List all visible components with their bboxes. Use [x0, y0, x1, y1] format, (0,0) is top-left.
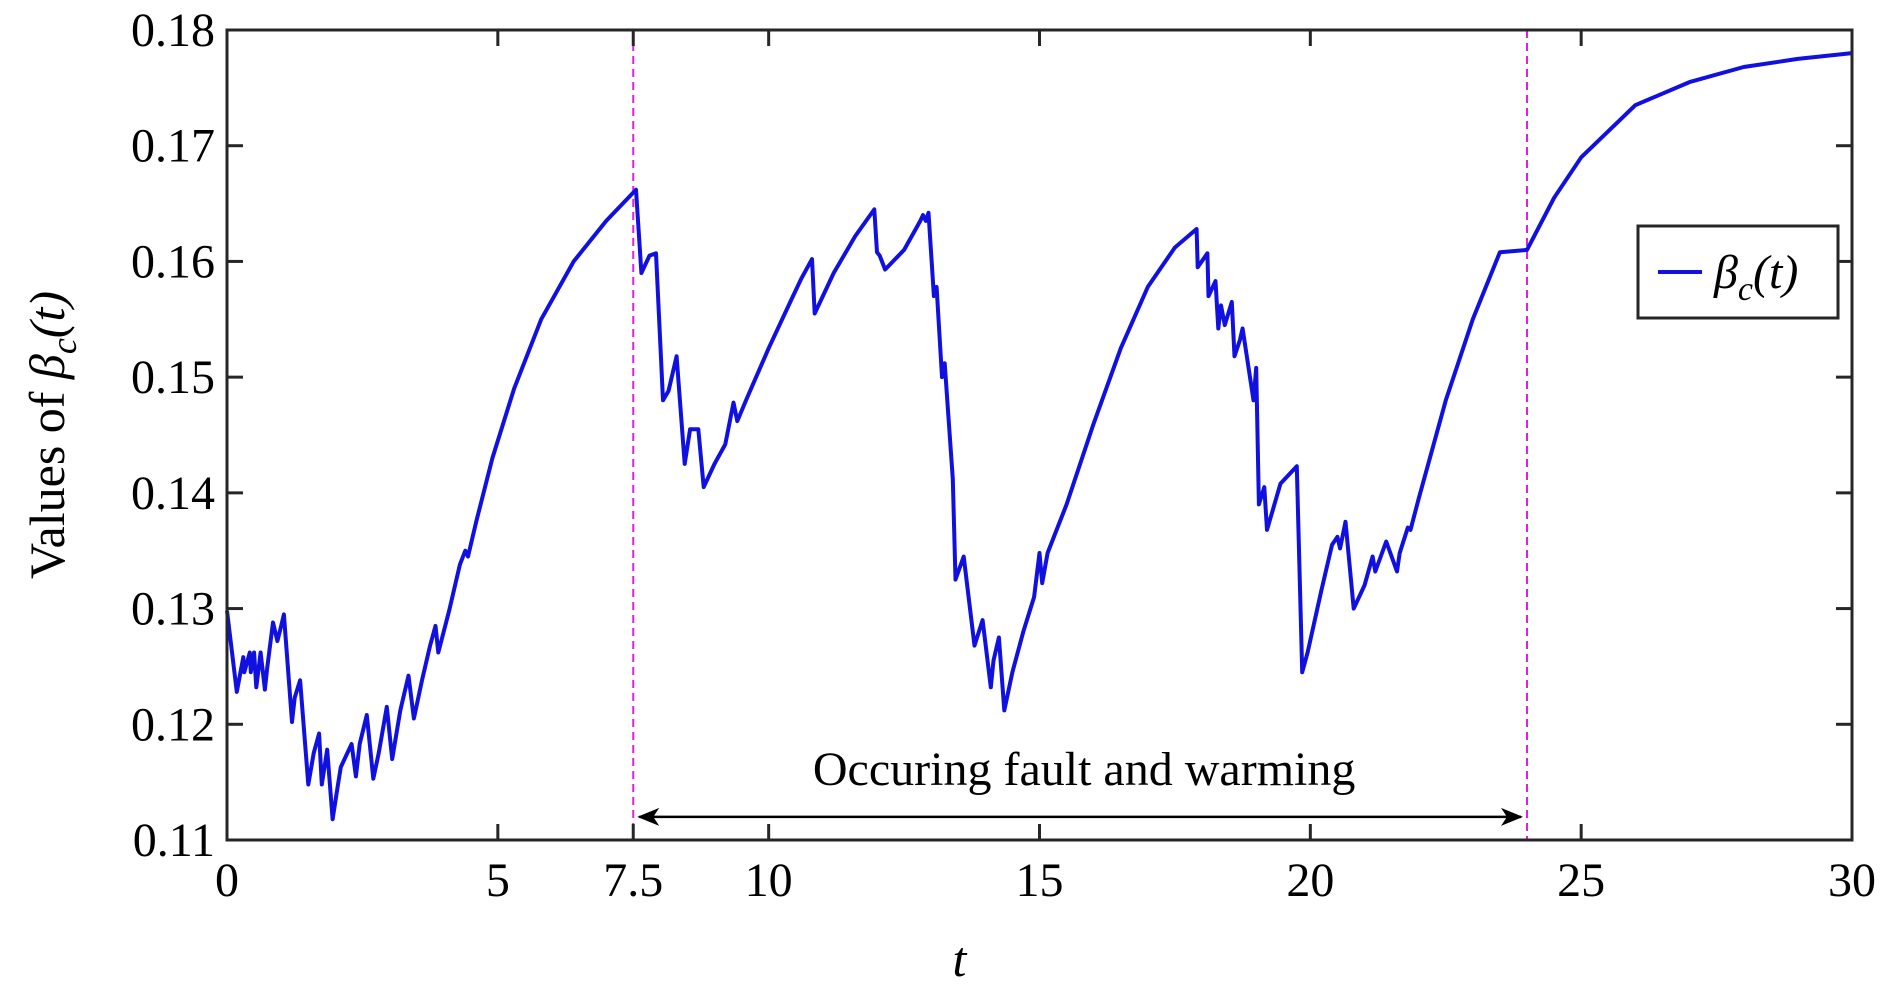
x-tick-label: 20 — [1286, 854, 1334, 907]
y-tick-label: 0.17 — [131, 120, 215, 173]
y-tick-label: 0.12 — [131, 698, 215, 751]
y-axis-label: Values of βc(t) — [19, 291, 84, 579]
y-tick-label: 0.11 — [133, 814, 215, 867]
axis-ticks: 0 5 7.5 10 15 20 25 30 0.11 0.12 0.13 0.14 0.15 0.16 0… — [131, 4, 1876, 907]
legend: βc(t) — [1636, 224, 1840, 320]
arrowhead-right-icon — [1501, 807, 1523, 826]
y-tick-label: 0.13 — [131, 583, 215, 636]
legend-label: βc(t) — [1713, 246, 1798, 308]
annotation-text: Occuring fault and warming — [813, 743, 1355, 796]
x-tick-label: 10 — [745, 854, 793, 907]
y-tick-label: 0.18 — [131, 4, 215, 57]
y-tick-label: 0.15 — [131, 351, 215, 404]
x-tick-label: 30 — [1828, 854, 1876, 907]
reference-lines — [632, 30, 1528, 840]
y-tick-label: 0.16 — [131, 235, 215, 288]
arrowhead-left-icon — [637, 807, 660, 826]
x-axis-label: t — [953, 931, 968, 987]
x-tick-label: 15 — [1016, 854, 1064, 907]
x-tick-label: 0 — [215, 854, 239, 907]
series-line — [225, 51, 1853, 822]
annotation: Occuring fault and warming — [637, 743, 1523, 826]
plot-frame — [225, 28, 1854, 842]
y-tick-label: 0.14 — [131, 467, 215, 520]
x-tick-label: 25 — [1557, 854, 1605, 907]
x-tick-label: 7.5 — [603, 854, 663, 907]
x-tick-label: 5 — [486, 854, 510, 907]
series-layer — [225, 51, 1853, 822]
